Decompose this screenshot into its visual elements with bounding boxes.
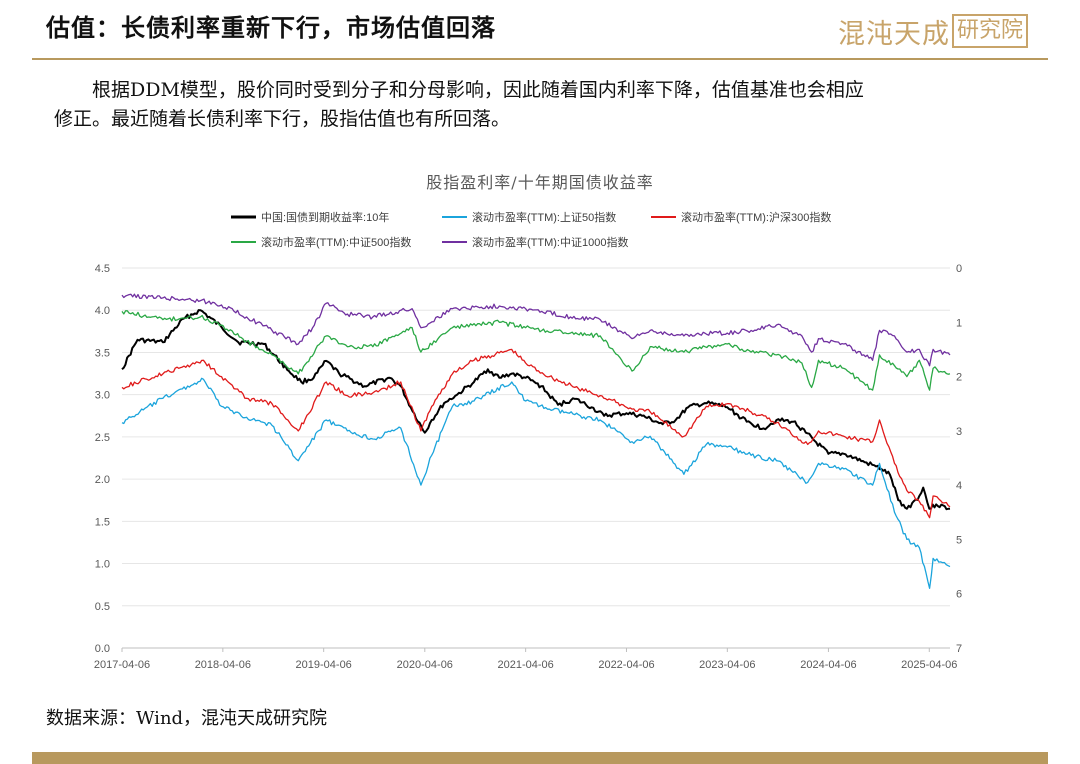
y-left-tick-label: 1.5: [95, 516, 110, 528]
y-right-tick-label: 2: [956, 372, 962, 384]
chart-title: 股指盈利率/十年期国债收益率: [426, 173, 653, 192]
y-left-tick-label: 2.0: [95, 474, 110, 486]
x-tick-label: 2017-04-06: [94, 659, 150, 671]
series-line: [121, 293, 951, 367]
series-line: [121, 348, 951, 519]
x-tick-label: 2019-04-06: [296, 659, 352, 671]
series-line: [121, 310, 951, 391]
body-line-1: 根据DDM模型，股价同时受到分子和分母影响，因此随着国内利率下降，估值基准也会相…: [92, 79, 864, 101]
legend-label: 滚动市盈率(TTM):上证50指数: [472, 210, 616, 224]
logo-seal: 研究院: [951, 14, 1028, 48]
series-line: [121, 309, 951, 511]
series-line: [121, 377, 951, 589]
y-left-tick-label: 3.0: [95, 390, 110, 402]
legend-label: 滚动市盈率(TTM):中证1000指数: [472, 235, 628, 249]
x-tick-label: 2020-04-06: [397, 659, 453, 671]
y-left-tick-label: 1.0: [95, 559, 110, 571]
y-left-tick-label: 2.5: [95, 432, 110, 444]
logo-text: 混沌天成: [837, 18, 950, 50]
y-left-tick-label: 3.5: [95, 347, 110, 359]
axes: 0.0 0.5 1.0 1.5 2.0 2.5 3.0 3.5 4.0 4.5 0 1 2 3 4 5 6 7 20…: [94, 263, 962, 671]
y-right-tick-label: 7: [956, 643, 962, 655]
header-divider: [32, 58, 1048, 60]
yield-chart: 0.0 0.5 1.0 1.5 2.0 2.5 3.0 3.5 4.0 4.5 0 1 2 3 4 5 6 7 20…: [94, 173, 962, 671]
page-title: 估值：长债利率重新下行，市场估值回落: [46, 13, 496, 42]
data-source: 数据来源：Wind，混沌天成研究院: [46, 708, 328, 729]
legend-label: 滚动市盈率(TTM):沪深300指数: [681, 210, 831, 224]
x-tick-label: 2025-04-06: [901, 659, 957, 671]
y-left-tick-label: 0.5: [95, 601, 110, 613]
legend: 中国:国债到期收益率:10年 滚动市盈率(TTM):上证50指数 滚动市盈率(TTM…: [231, 210, 831, 249]
grid-lines: [122, 267, 950, 649]
x-tick-label: 2022-04-06: [598, 659, 654, 671]
y-right-tick-label: 3: [956, 426, 962, 438]
y-right-tick-label: 4: [956, 480, 962, 492]
x-tick-label: 2018-04-06: [195, 659, 251, 671]
y-left-tick-label: 0.0: [95, 643, 110, 655]
y-right-tick-label: 6: [956, 589, 962, 601]
y-right-tick-label: 1: [956, 317, 962, 329]
x-tick-label: 2021-04-06: [497, 659, 553, 671]
brand-logo: 混沌天成 研究院: [838, 12, 1028, 50]
y-left-tick-label: 4.0: [95, 305, 110, 317]
y-right-tick-label: 5: [956, 534, 962, 546]
legend-label: 中国:国债到期收益率:10年: [261, 210, 389, 224]
legend-label: 滚动市盈率(TTM):中证500指数: [261, 235, 411, 249]
y-left-tick-label: 4.5: [95, 263, 110, 275]
footer-bar: [32, 752, 1048, 764]
body-line-2: 修正。最近随着长债利率下行，股指估值也有所回落。: [54, 108, 511, 130]
y-right-tick-label: 0: [956, 263, 962, 275]
x-tick-label: 2023-04-06: [699, 659, 755, 671]
x-tick-label: 2024-04-06: [800, 659, 856, 671]
body-paragraph: 根据DDM模型，股价同时受到分子和分母影响，因此随着国内利率下降，估值基准也会相…: [54, 76, 1024, 134]
series-lines: [121, 293, 951, 589]
